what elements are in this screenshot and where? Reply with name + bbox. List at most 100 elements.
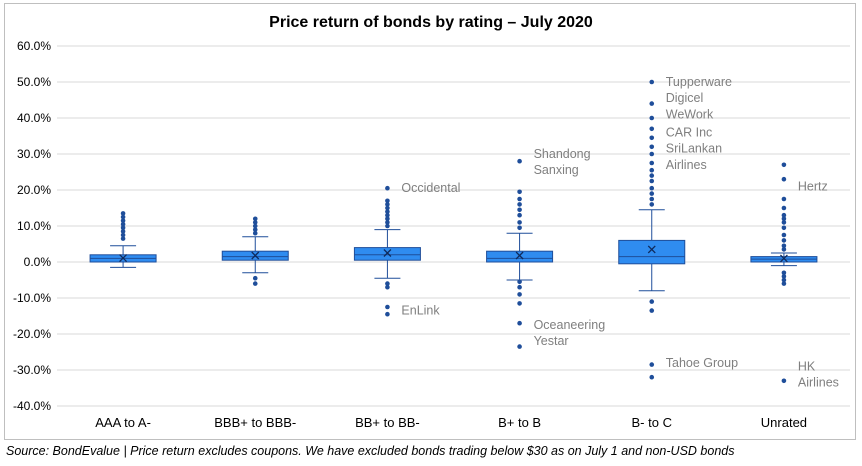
- mean-marker: [515, 251, 524, 260]
- outlier-point: [517, 207, 522, 213]
- y-tick-label: 10.0%: [17, 219, 51, 233]
- outlier-point: [649, 144, 655, 150]
- outlier-point: [517, 158, 522, 164]
- outlier-point: [120, 211, 126, 216]
- outlier-point: [517, 202, 522, 207]
- outlier-annotation: Airlines: [666, 158, 707, 172]
- x-category-label: Unrated: [761, 415, 807, 430]
- outlier-point: [649, 362, 655, 367]
- y-tick-label: -10.0%: [13, 291, 51, 305]
- outlier-annotation: Tahoe Group: [666, 356, 738, 370]
- outlier-annotation: SriLankan: [666, 142, 722, 156]
- outlier-point: [781, 225, 787, 231]
- outlier-point: [649, 173, 655, 178]
- outlier-point: [649, 115, 655, 121]
- x-category-label: BB+ to BB-: [355, 415, 420, 430]
- outlier-point: [649, 135, 655, 141]
- outlier-point: [781, 232, 787, 238]
- outlier-point: [517, 344, 522, 349]
- outlier-point: [781, 277, 787, 283]
- outlier-annotation: Occidental: [401, 181, 460, 195]
- outlier-point: [781, 274, 787, 279]
- x-category-label: B- to C: [632, 415, 672, 430]
- outlier-point: [781, 176, 787, 182]
- outlier-annotation: Oceaneering: [534, 318, 606, 332]
- outlier-point: [649, 167, 655, 173]
- y-tick-label: 30.0%: [17, 147, 51, 161]
- box-group: [618, 79, 686, 380]
- outlier-point: [649, 374, 655, 380]
- mean-marker: [119, 254, 128, 262]
- outlier-point: [385, 281, 390, 286]
- outlier-point: [385, 216, 390, 222]
- outlier-point: [385, 223, 390, 229]
- outlier-annotation: WeWork: [666, 107, 714, 121]
- box-group: [353, 185, 421, 317]
- outlier-point: [781, 162, 787, 168]
- box-group: [486, 158, 554, 349]
- outlier-point: [517, 189, 522, 195]
- outlier-point: [120, 218, 126, 223]
- outlier-annotation: Airlines: [798, 376, 839, 390]
- outlier-point: [649, 79, 655, 85]
- outlier-point: [649, 202, 655, 207]
- outlier-point: [385, 304, 390, 310]
- outlier-point: [120, 236, 126, 241]
- outlier-point: [649, 299, 655, 304]
- outlier-annotation: Digicel: [666, 91, 704, 105]
- outlier-point: [120, 232, 126, 238]
- outlier-point: [649, 126, 655, 132]
- outlier-point: [649, 151, 655, 157]
- x-category-label: BBB+ to BBB-: [214, 415, 296, 430]
- outlier-point: [252, 275, 258, 281]
- outlier-point: [252, 223, 258, 229]
- mean-marker: [647, 245, 656, 254]
- outlier-point: [781, 205, 787, 211]
- outlier-annotation: HK: [798, 359, 816, 373]
- outlier-point: [649, 178, 655, 184]
- outlier-point: [781, 270, 787, 276]
- box-group: [221, 216, 289, 286]
- outlier-point: [120, 225, 126, 231]
- outlier-point: [517, 279, 522, 285]
- outlier-point: [649, 101, 655, 106]
- outlier-point: [252, 216, 258, 222]
- mean-marker: [251, 251, 260, 260]
- outlier-point: [385, 284, 390, 290]
- y-tick-label: 60.0%: [17, 39, 51, 53]
- outlier-point: [517, 225, 522, 231]
- outlier-point: [781, 378, 787, 384]
- outlier-point: [781, 216, 787, 222]
- outlier-point: [120, 229, 126, 234]
- outlier-point: [517, 212, 522, 218]
- outlier-point: [517, 284, 522, 290]
- mean-marker: [383, 249, 392, 257]
- outlier-point: [385, 198, 390, 204]
- y-axis: -40.0% -30.0% -20.0% -10.0% 0.0% 10.0% 20.0% 30…: [13, 39, 51, 413]
- outlier-point: [517, 196, 522, 202]
- outlier-point: [517, 301, 522, 306]
- outlier-point: [385, 185, 390, 191]
- y-tick-label: 50.0%: [17, 75, 51, 89]
- outlier-point: [252, 220, 258, 225]
- outlier-annotation: Shandong: [534, 147, 591, 161]
- outlier-annotation: Tupperware: [666, 75, 732, 89]
- outlier-point: [385, 220, 390, 225]
- chart-frame: [4, 3, 856, 440]
- x-category-label: B+ to B: [498, 415, 541, 430]
- y-tick-label: -40.0%: [13, 399, 51, 413]
- outlier-point: [781, 247, 787, 252]
- outlier-point: [252, 227, 258, 232]
- outlier-point: [781, 220, 787, 225]
- outlier-point: [385, 202, 390, 207]
- outlier-point: [120, 221, 126, 227]
- outlier-point: [781, 243, 787, 249]
- outlier-point: [781, 238, 787, 243]
- iqr-box: [486, 250, 554, 263]
- x-category-label: AAA to A-: [95, 415, 151, 430]
- chart-title: Price return of bonds by rating – July 2…: [269, 14, 593, 31]
- outlier-point: [517, 220, 522, 225]
- outlier-point: [649, 196, 655, 202]
- outlier-point: [517, 320, 522, 326]
- box-series: [89, 79, 818, 384]
